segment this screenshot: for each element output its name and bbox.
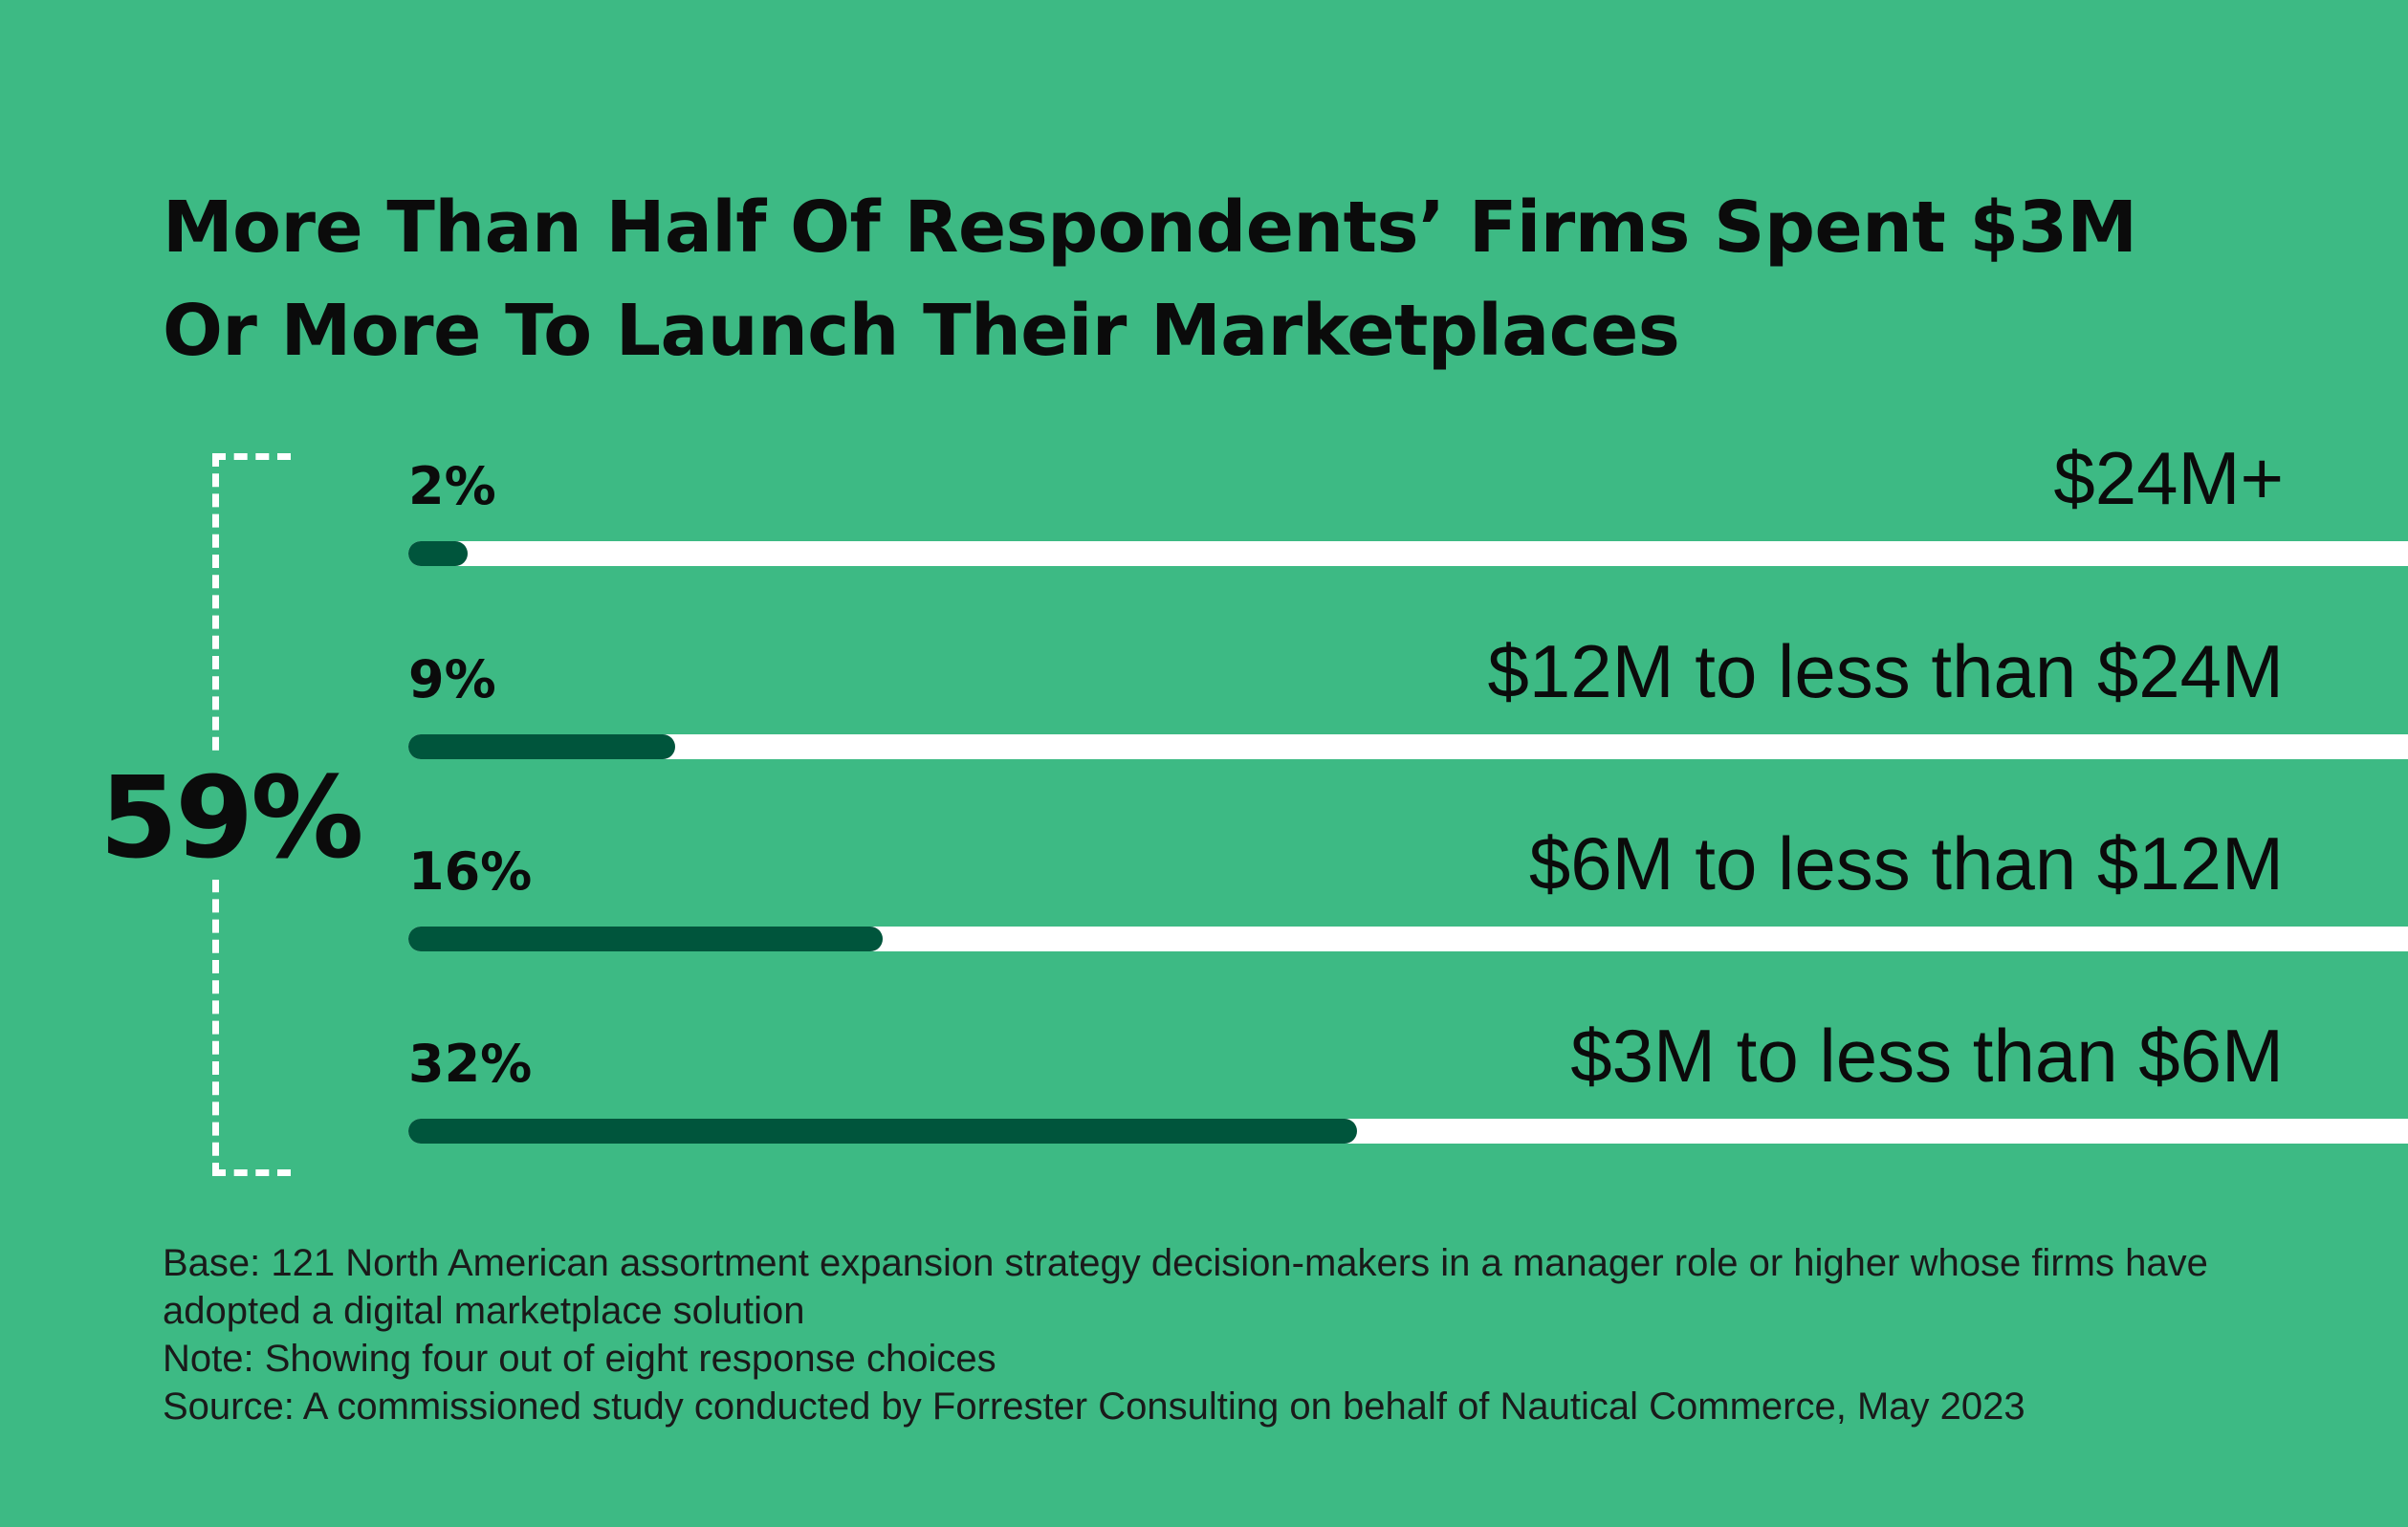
category-label: $3M to less than $6M <box>1570 1014 2284 1098</box>
footnote-source: Source: A commissioned study conducted b… <box>163 1385 2025 1428</box>
value-label: 16% <box>408 841 533 902</box>
value-label: 9% <box>408 649 496 709</box>
bar <box>408 541 468 566</box>
bar-row-6m-to-12m: 16% $6M to less than $12M <box>408 821 2408 963</box>
category-label: $24M+ <box>2053 436 2284 520</box>
bar-row-3m-to-6m: 32% $3M to less than $6M <box>408 1014 2408 1155</box>
bar <box>408 734 675 759</box>
footnotes: Base: 121 North American assortment expa… <box>163 1239 2314 1430</box>
bar <box>408 927 883 951</box>
bar-track <box>408 927 2408 951</box>
category-label: $12M to less than $24M <box>1487 629 2284 713</box>
chart-title: More Than Half Of Respondents’ Firms Spe… <box>163 186 2137 372</box>
bar-track <box>408 541 2408 566</box>
bar-track <box>408 734 2408 759</box>
bar-row-12m-to-24m: 9% $12M to less than $24M <box>408 629 2408 771</box>
bar <box>408 1119 1357 1144</box>
category-label: $6M to less than $12M <box>1528 821 2284 905</box>
bracket-total-label: 59% <box>92 755 369 880</box>
bar-row-24m-plus: 2% $24M+ <box>408 436 2408 578</box>
value-label: 2% <box>408 456 496 516</box>
footnote-base: Base: 121 North American assortment expa… <box>163 1242 2208 1332</box>
bar-track <box>408 1119 2408 1144</box>
value-label: 32% <box>408 1034 533 1094</box>
footnote-note: Note: Showing four out of eight response… <box>163 1338 996 1380</box>
